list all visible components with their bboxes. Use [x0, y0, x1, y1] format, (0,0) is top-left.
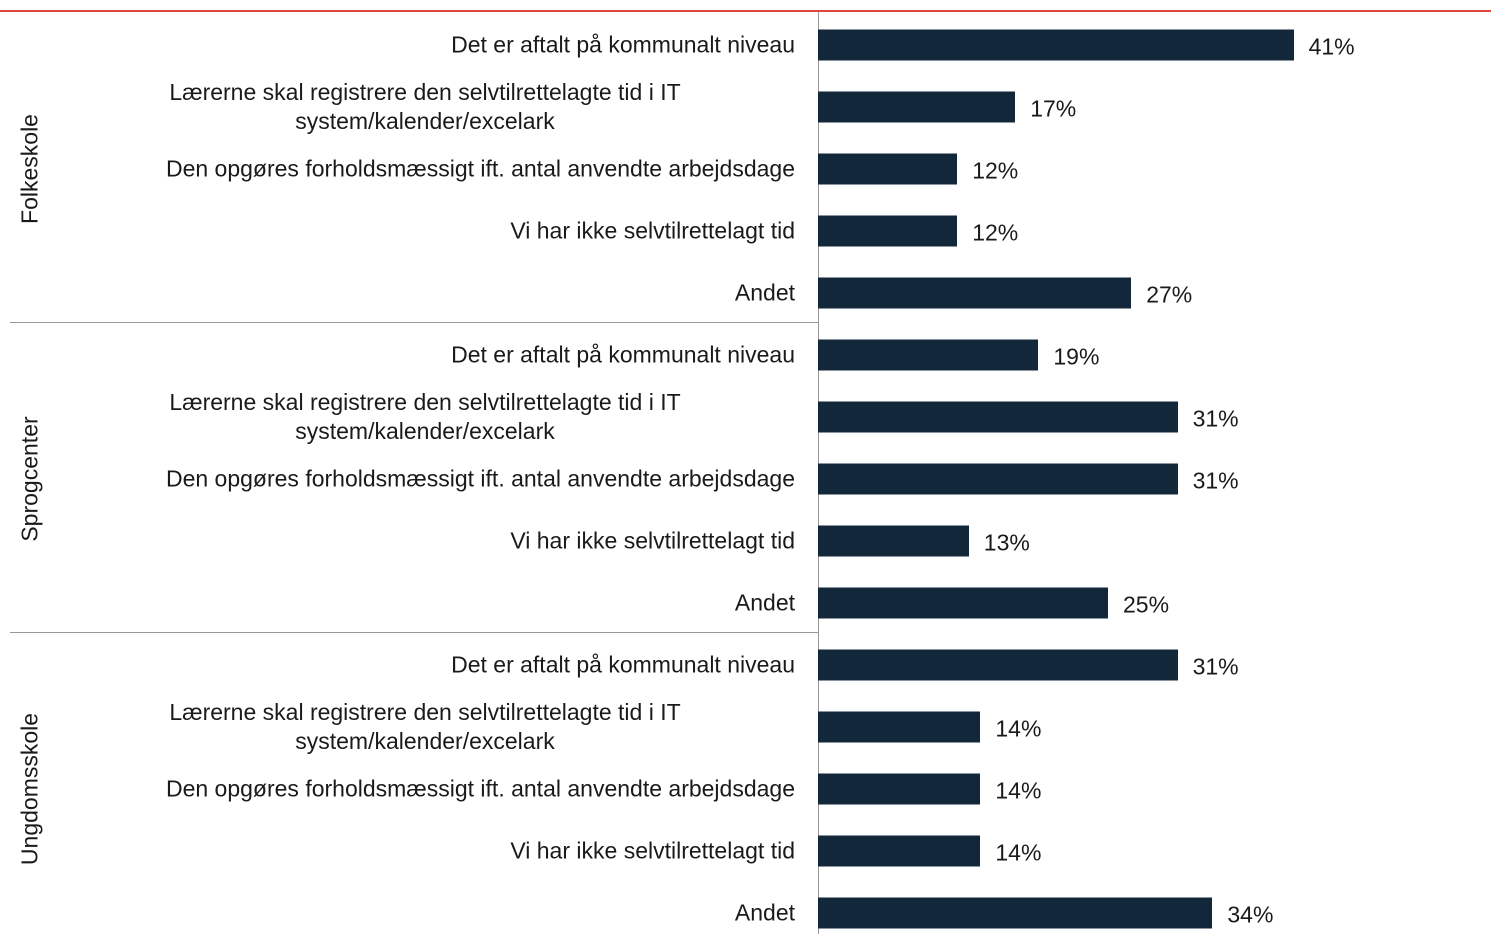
- bar: [818, 339, 1039, 371]
- value-label: 34%: [1227, 901, 1274, 928]
- bar: [818, 91, 1016, 123]
- value-label: 14%: [995, 715, 1042, 742]
- bar: [818, 153, 958, 185]
- bar: [818, 215, 958, 247]
- value-label: 19%: [1053, 343, 1100, 370]
- bar: [818, 29, 1294, 61]
- category-label: Lærerne skal registrere den selvtilrette…: [169, 79, 681, 134]
- value-label: 17%: [1030, 95, 1077, 122]
- value-label: 31%: [1192, 467, 1239, 494]
- category-label: Vi har ikke selvtilrettelagt tid: [510, 837, 795, 864]
- bar: [818, 773, 981, 805]
- bar: [818, 277, 1132, 309]
- category-label: Vi har ikke selvtilrettelagt tid: [510, 527, 795, 554]
- bar: [818, 463, 1178, 495]
- top-rule: [0, 10, 1491, 12]
- category-label: Andet: [734, 899, 795, 926]
- category-label: Vi har ikke selvtilrettelagt tid: [510, 217, 795, 244]
- category-label: Den opgøres forholdsmæssigt ift. antal a…: [165, 775, 795, 802]
- group-label: Sprogcenter: [16, 416, 43, 542]
- value-label: 31%: [1192, 653, 1239, 680]
- bar: [818, 835, 981, 867]
- value-label: 31%: [1192, 405, 1239, 432]
- group-separator: [10, 632, 818, 633]
- category-label: Andet: [734, 279, 795, 306]
- category-label: Den opgøres forholdsmæssigt ift. antal a…: [165, 465, 795, 492]
- bar: [818, 401, 1178, 433]
- group-label: Folkeskole: [16, 114, 43, 224]
- value-label: 12%: [972, 219, 1019, 246]
- value-label: 14%: [995, 777, 1042, 804]
- bar: [818, 649, 1178, 681]
- bar: [818, 587, 1108, 619]
- category-label: Det er aftalt på kommunalt niveau: [451, 341, 795, 368]
- category-label: Lærerne skal registrere den selvtilrette…: [169, 389, 681, 444]
- category-label: Den opgøres forholdsmæssigt ift. antal a…: [165, 155, 795, 182]
- bar: [818, 897, 1213, 929]
- category-label: Det er aftalt på kommunalt niveau: [451, 31, 795, 58]
- category-label: Lærerne skal registrere den selvtilrette…: [169, 699, 681, 754]
- bar: [818, 711, 981, 743]
- bar: [818, 525, 969, 557]
- group-label: Ungdomsskole: [16, 712, 43, 866]
- value-label: 13%: [983, 529, 1030, 556]
- value-label: 25%: [1123, 591, 1170, 618]
- value-label: 41%: [1308, 33, 1355, 60]
- value-label: 12%: [972, 157, 1019, 184]
- value-label: 27%: [1146, 281, 1193, 308]
- category-label: Det er aftalt på kommunalt niveau: [451, 651, 795, 678]
- group-separator: [10, 322, 818, 323]
- value-label: 14%: [995, 839, 1042, 866]
- category-label: Andet: [734, 589, 795, 616]
